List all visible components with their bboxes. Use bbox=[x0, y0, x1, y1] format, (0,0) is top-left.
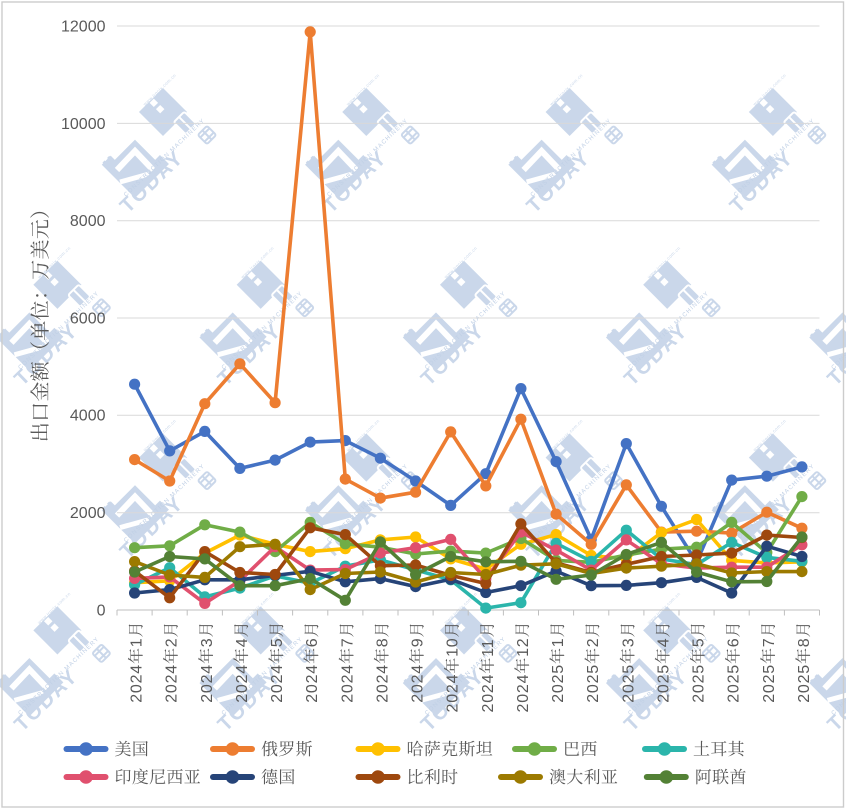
svg-text:2025: 2025 bbox=[691, 664, 708, 703]
svg-text:12000: 12000 bbox=[61, 18, 106, 35]
svg-text:2024: 2024 bbox=[339, 664, 356, 703]
svg-text:8: 8 bbox=[374, 637, 391, 647]
svg-text:2024: 2024 bbox=[374, 664, 391, 703]
svg-text:3: 3 bbox=[199, 637, 216, 647]
svg-text:2024: 2024 bbox=[129, 664, 146, 703]
svg-text:0: 0 bbox=[97, 602, 106, 619]
svg-text:11: 11 bbox=[480, 639, 497, 657]
svg-text:10: 10 bbox=[445, 637, 462, 656]
svg-text:10000: 10000 bbox=[61, 116, 106, 133]
svg-text:4: 4 bbox=[655, 637, 672, 647]
svg-text:2024: 2024 bbox=[445, 674, 462, 713]
svg-text:2024: 2024 bbox=[234, 664, 251, 703]
svg-text:2025: 2025 bbox=[796, 664, 813, 703]
svg-text:2024: 2024 bbox=[515, 674, 532, 713]
svg-text:6000: 6000 bbox=[70, 310, 106, 327]
svg-text:8000: 8000 bbox=[70, 213, 106, 230]
svg-text:2025: 2025 bbox=[655, 664, 672, 703]
svg-text:2024: 2024 bbox=[199, 664, 216, 703]
svg-text:8: 8 bbox=[796, 637, 813, 647]
svg-text:5: 5 bbox=[269, 637, 286, 647]
svg-text:2025: 2025 bbox=[761, 664, 778, 703]
svg-text:2025: 2025 bbox=[726, 664, 743, 703]
svg-text:3: 3 bbox=[620, 637, 637, 647]
svg-text:2: 2 bbox=[585, 637, 602, 647]
svg-text:2025: 2025 bbox=[620, 664, 637, 703]
svg-text:7: 7 bbox=[761, 637, 778, 647]
svg-text:1: 1 bbox=[550, 637, 567, 647]
svg-text:7: 7 bbox=[339, 637, 356, 647]
svg-text:4000: 4000 bbox=[70, 408, 106, 425]
svg-text:6: 6 bbox=[304, 637, 321, 647]
svg-text:2024: 2024 bbox=[304, 664, 321, 703]
svg-text:12: 12 bbox=[515, 637, 532, 656]
svg-text:2000: 2000 bbox=[70, 505, 106, 522]
svg-text:1: 1 bbox=[129, 637, 146, 647]
svg-text:2025: 2025 bbox=[550, 664, 567, 703]
svg-text:2025: 2025 bbox=[585, 664, 602, 703]
svg-text:2024: 2024 bbox=[269, 664, 286, 703]
svg-text:9: 9 bbox=[410, 637, 427, 647]
svg-text:6: 6 bbox=[726, 637, 743, 647]
svg-text:2: 2 bbox=[164, 637, 181, 647]
svg-text:2024: 2024 bbox=[410, 664, 427, 703]
svg-text:4: 4 bbox=[234, 637, 251, 647]
svg-text:2024: 2024 bbox=[164, 664, 181, 703]
svg-text:5: 5 bbox=[691, 637, 708, 647]
svg-text:2024: 2024 bbox=[480, 674, 497, 713]
